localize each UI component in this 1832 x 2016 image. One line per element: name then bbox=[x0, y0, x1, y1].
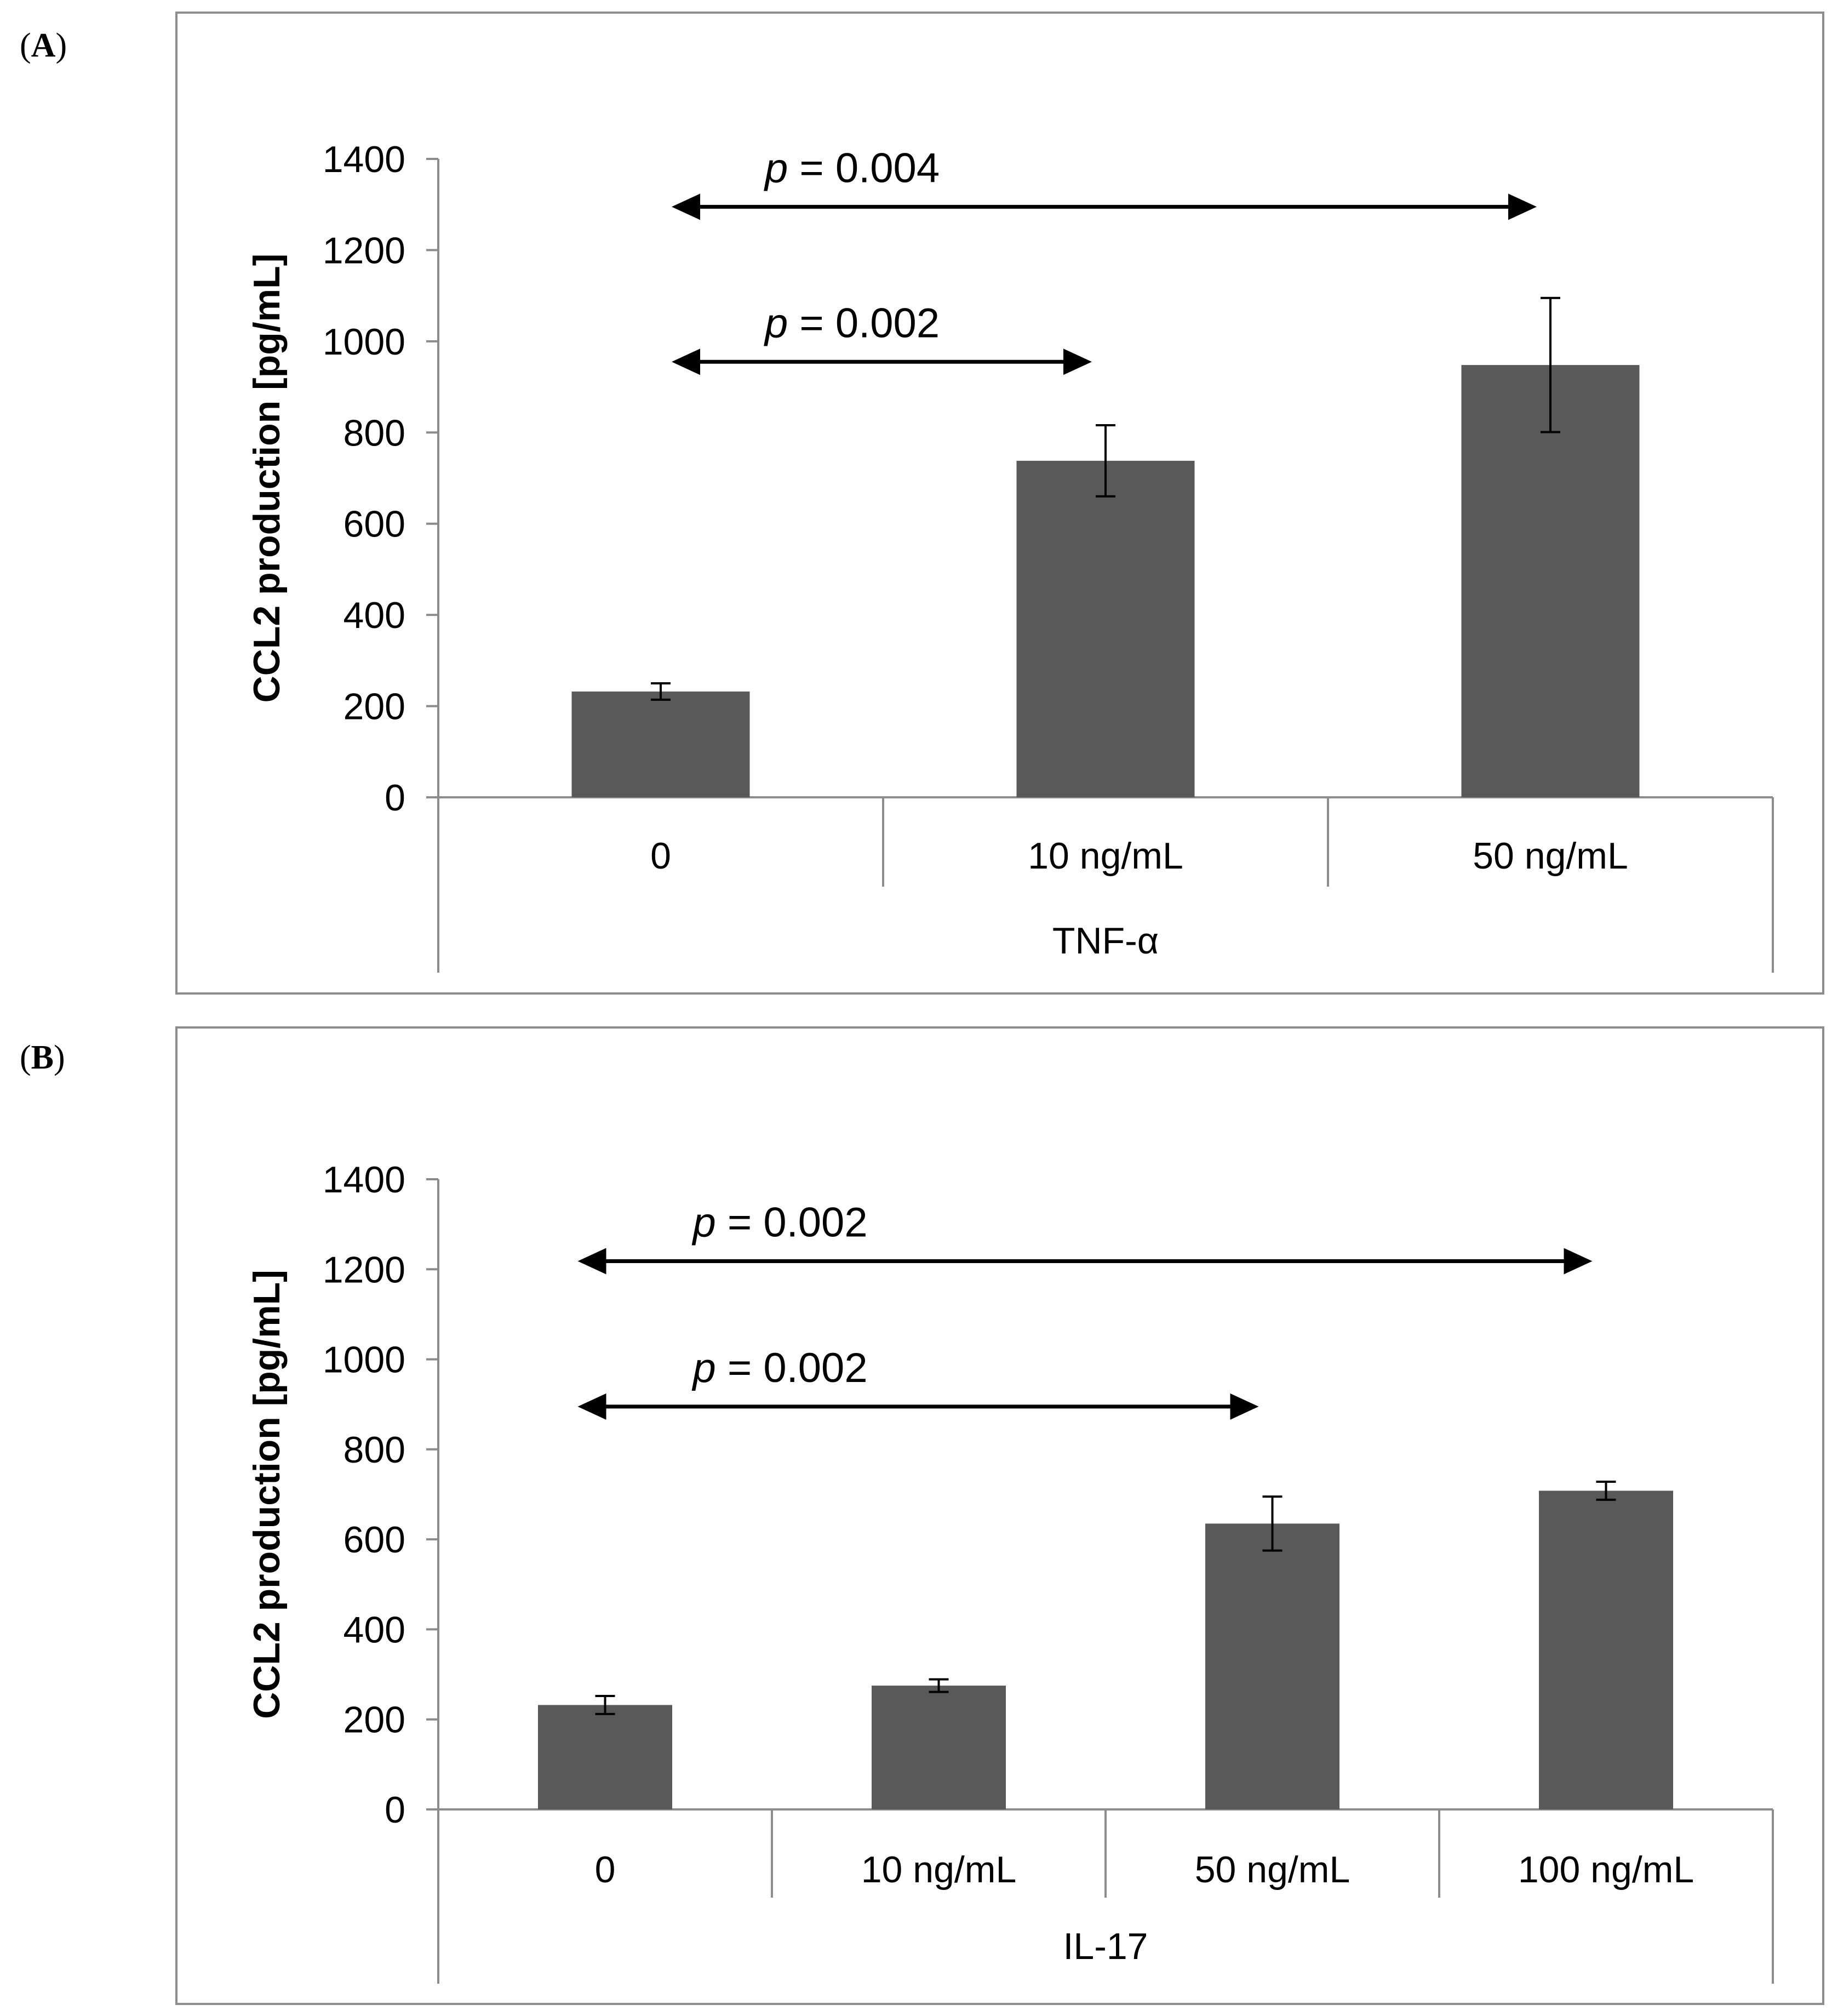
chart-b-p-symbol-1: p bbox=[692, 1345, 716, 1391]
chart-b-frame bbox=[175, 1026, 1824, 2005]
chart-b-bar-3 bbox=[1539, 1490, 1673, 1809]
chart-a-arrowhead-left-0 bbox=[672, 193, 700, 220]
chart-b-category-label-1: 10 ng/mL bbox=[861, 1849, 1017, 1891]
chart-a-category-label-2: 50 ng/mL bbox=[1473, 835, 1628, 877]
chart-b: 0 200 400 600 800 1000 1200 1400 CCL2 production… bbox=[175, 1026, 1824, 2005]
chart-b-arrowhead-right-0 bbox=[1564, 1248, 1593, 1275]
chart-b-category-label-3: 100 ng/mL bbox=[1518, 1849, 1694, 1891]
chart-a-y-tick-label: 400 bbox=[344, 595, 405, 636]
panel-label-a: (A) bbox=[20, 27, 67, 64]
chart-a-bar-0 bbox=[571, 691, 750, 797]
chart-a-p-value-0: p = 0.004 bbox=[764, 145, 940, 191]
panel-label-b: (B) bbox=[20, 1039, 65, 1076]
chart-a-category-label-0: 0 bbox=[650, 835, 671, 877]
chart-a-p-value-text-1: = 0.002 bbox=[788, 300, 940, 346]
chart-a-arrowhead-right-1 bbox=[1063, 349, 1092, 375]
chart-b-p-symbol-0: p bbox=[692, 1200, 716, 1246]
chart-b-p-value-text-0: = 0.002 bbox=[716, 1200, 868, 1246]
chart-b-y-tick-label: 800 bbox=[344, 1429, 405, 1471]
chart-a-p-symbol-1: p bbox=[764, 300, 788, 346]
chart-b-y-tick-label: 600 bbox=[344, 1519, 405, 1561]
chart-b-p-value-text-1: = 0.002 bbox=[716, 1345, 868, 1391]
chart-a-arrowhead-left-1 bbox=[672, 349, 700, 375]
chart-a-y-axis-label: CCL2 production [pg/mL] bbox=[246, 254, 288, 703]
chart-b-category-label-0: 0 bbox=[595, 1849, 616, 1891]
chart-a-bar-2 bbox=[1461, 365, 1640, 797]
chart-b-y-tick-label: 0 bbox=[385, 1789, 405, 1831]
chart-a-y-tick-label: 800 bbox=[344, 412, 405, 454]
chart-a-y-tick-label: 0 bbox=[385, 777, 405, 819]
chart-a-frame bbox=[175, 12, 1824, 995]
chart-b-arrowhead-left-1 bbox=[577, 1393, 606, 1420]
chart-a-p-value-text-0: = 0.004 bbox=[788, 145, 940, 191]
chart-a: 0 200 400 600 800 1000 1200 1400 CCL2 production… bbox=[175, 12, 1824, 995]
chart-b-y-tick-label: 1200 bbox=[323, 1249, 405, 1290]
chart-b-arrowhead-left-0 bbox=[577, 1248, 606, 1275]
chart-a-y-tick-label: 1200 bbox=[323, 230, 405, 271]
chart-b-p-value-1: p = 0.002 bbox=[692, 1345, 868, 1391]
chart-a-p-symbol-0: p bbox=[764, 145, 788, 191]
chart-a-y-tick-label: 200 bbox=[344, 686, 405, 728]
chart-b-bar-1 bbox=[872, 1686, 1006, 1809]
chart-a-category-label-1: 10 ng/mL bbox=[1028, 835, 1183, 877]
chart-b-bar-0 bbox=[538, 1705, 672, 1809]
chart-b-y-tick-label: 1000 bbox=[323, 1339, 405, 1381]
chart-b-category-label-2: 50 ng/mL bbox=[1195, 1849, 1350, 1891]
chart-b-y-tick-label: 200 bbox=[344, 1699, 405, 1741]
chart-a-p-value-1: p = 0.002 bbox=[764, 300, 940, 346]
chart-a-arrowhead-right-0 bbox=[1508, 193, 1537, 220]
chart-a-y-tick-label: 600 bbox=[344, 504, 405, 545]
chart-b-y-tick-label: 400 bbox=[344, 1609, 405, 1651]
chart-a-bar-1 bbox=[1016, 460, 1195, 797]
chart-b-p-value-0: p = 0.002 bbox=[692, 1200, 868, 1246]
chart-b-y-tick-label: 1400 bbox=[323, 1159, 405, 1201]
chart-b-bar-2 bbox=[1205, 1523, 1339, 1809]
chart-b-arrowhead-right-1 bbox=[1230, 1393, 1259, 1420]
chart-b-group-label: IL-17 bbox=[1063, 1926, 1148, 1967]
chart-a-group-label: TNF-α bbox=[1052, 920, 1159, 962]
chart-a-y-tick-label: 1000 bbox=[323, 321, 405, 363]
chart-b-y-axis-label: CCL2 production [pg/mL] bbox=[246, 1270, 288, 1719]
chart-a-y-tick-label: 1400 bbox=[323, 139, 405, 180]
